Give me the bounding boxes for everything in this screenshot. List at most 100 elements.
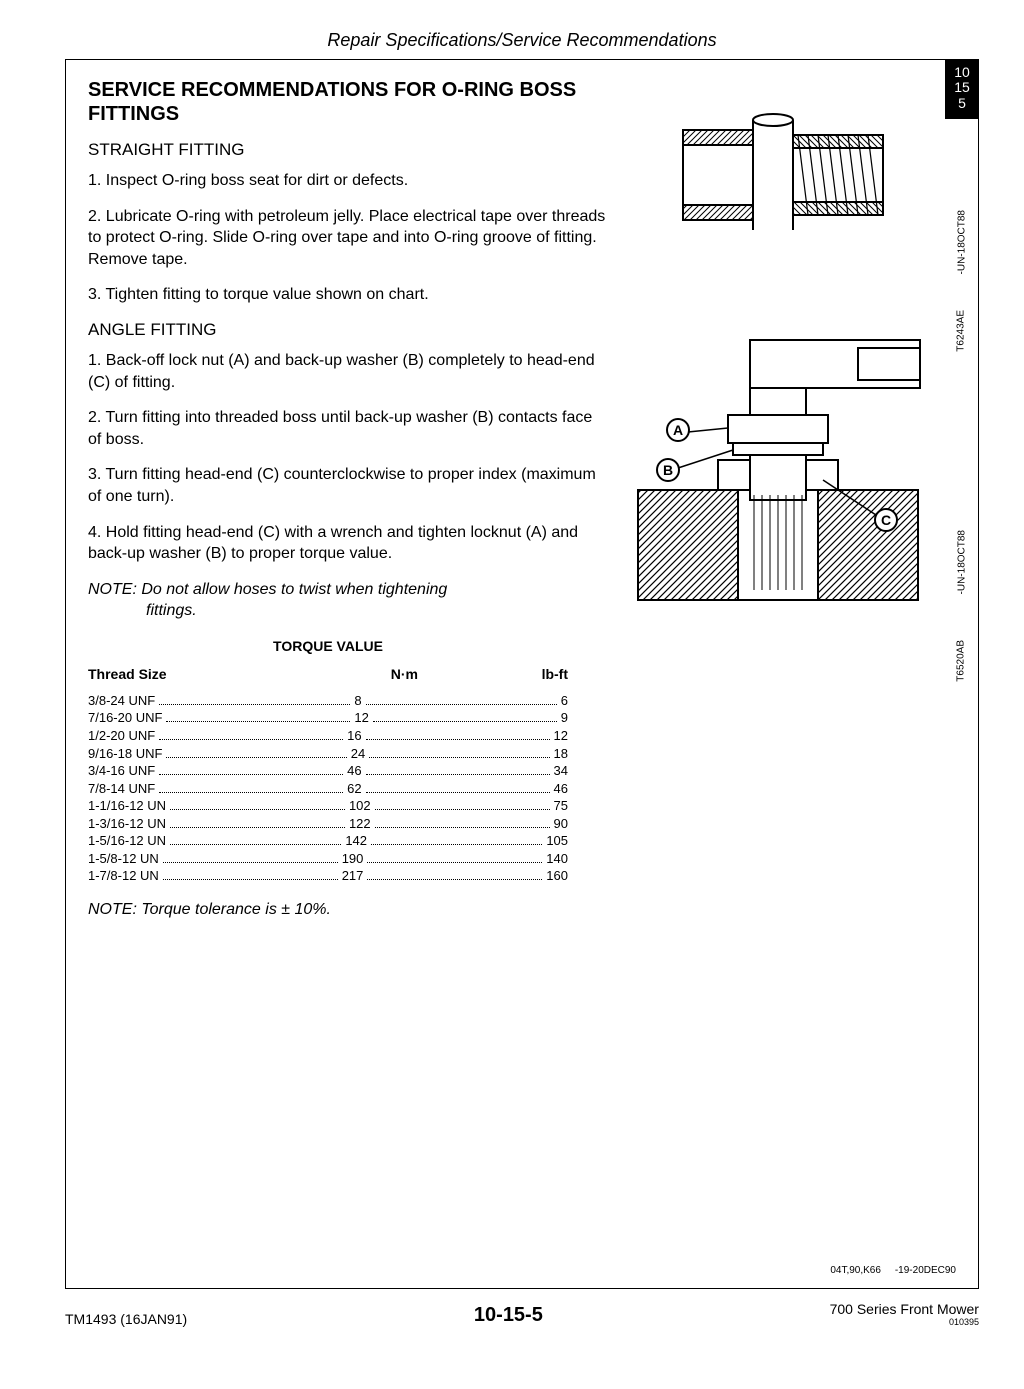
torque-row: 1-7/8-12 UN 217 160 <box>88 867 568 885</box>
lbft-value: 46 <box>554 780 568 798</box>
straight-p1: 1. Inspect O-ring boss seat for dirt or … <box>88 170 608 192</box>
dots <box>371 844 542 845</box>
nm-value: 8 <box>354 692 361 710</box>
lbft-value: 34 <box>554 762 568 780</box>
straight-p2: 2. Lubricate O-ring with petroleum jelly… <box>88 206 608 271</box>
angle-p2: 2. Turn fitting into threaded boss until… <box>88 407 608 450</box>
lbft-value: 12 <box>554 727 568 745</box>
dots <box>366 792 550 793</box>
dots <box>166 721 350 722</box>
dots <box>375 827 550 828</box>
nm-value: 190 <box>342 850 364 868</box>
label-a: A <box>673 422 683 438</box>
dots <box>367 879 542 880</box>
nm-value: 217 <box>342 867 364 885</box>
dots <box>366 774 550 775</box>
note-1-line-2: fittings. <box>88 600 608 622</box>
dots <box>163 879 338 880</box>
footer-right-main: 700 Series Front Mower <box>830 1301 979 1317</box>
thread-size: 1/2-20 UNF <box>88 727 155 745</box>
col-thread-size: Thread Size <box>88 666 268 682</box>
thread-size: 3/4-16 UNF <box>88 762 155 780</box>
nm-value: 62 <box>347 780 361 798</box>
torque-row: 7/16-20 UNF 12 9 <box>88 709 568 727</box>
figure-straight-fitting <box>658 90 918 260</box>
torque-row: 1/2-20 UNF 16 12 <box>88 727 568 745</box>
lbft-value: 75 <box>554 797 568 815</box>
thread-size: 1-5/16-12 UN <box>88 832 166 850</box>
page-footer: TM1493 (16JAN91) 10-15-5 700 Series Fron… <box>65 1301 979 1327</box>
meta-right: -19-20DEC90 <box>895 1265 956 1276</box>
footer-right: 700 Series Front Mower 010395 <box>830 1301 979 1327</box>
straight-p3: 3. Tighten fitting to torque value shown… <box>88 284 608 306</box>
dots <box>159 774 343 775</box>
angle-p1: 1. Back-off lock nut (A) and back-up was… <box>88 350 608 393</box>
thread-size: 9/16-18 UNF <box>88 745 162 763</box>
dots <box>373 721 557 722</box>
thread-size: 1-5/8-12 UN <box>88 850 159 868</box>
lbft-value: 6 <box>561 692 568 710</box>
thread-size: 3/8-24 UNF <box>88 692 155 710</box>
nm-value: 12 <box>354 709 368 727</box>
tab-line-2: 15 <box>945 80 979 95</box>
thread-size: 7/8-14 UNF <box>88 780 155 798</box>
page-header: Repair Specifications/Service Recommenda… <box>65 30 979 51</box>
nm-value: 122 <box>349 815 371 833</box>
torque-table: 3/8-24 UNF867/16-20 UNF1291/2-20 UNF1612… <box>88 692 956 885</box>
lbft-value: 9 <box>561 709 568 727</box>
dots <box>170 809 345 810</box>
torque-header: Thread Size N·m lb-ft <box>88 666 568 682</box>
dots <box>166 757 346 758</box>
section-title: SERVICE RECOMMENDATIONS FOR O-RING BOSS … <box>88 78 608 126</box>
nm-value: 24 <box>351 745 365 763</box>
torque-row: 7/8-14 UNF 62 46 <box>88 780 568 798</box>
lbft-value: 140 <box>546 850 568 868</box>
vtext-un-1: -UN-18OCT88 <box>956 210 967 274</box>
dots <box>375 809 550 810</box>
side-tab: 10 15 5 <box>945 59 979 119</box>
thread-size: 7/16-20 UNF <box>88 709 162 727</box>
torque-row: 1-1/16-12 UN10275 <box>88 797 568 815</box>
label-c: C <box>881 512 891 528</box>
dots <box>367 862 542 863</box>
torque-row: 1-5/16-12 UN 142 105 <box>88 832 568 850</box>
angle-p4: 4. Hold fitting head-end (C) with a wren… <box>88 522 608 565</box>
tab-line-3: 5 <box>945 96 979 111</box>
dots <box>159 792 343 793</box>
torque-row: 3/8-24 UNF 8 6 <box>88 692 568 710</box>
lbft-value: 105 <box>546 832 568 850</box>
dots <box>170 844 341 845</box>
tab-line-1: 10 <box>945 65 979 80</box>
lbft-value: 18 <box>554 745 568 763</box>
dots <box>159 704 350 705</box>
dots <box>159 739 343 740</box>
torque-row: 1-3/16-12 UN 122 90 <box>88 815 568 833</box>
footer-left: TM1493 (16JAN91) <box>65 1311 187 1327</box>
note-1-line-1: NOTE: Do not allow hoses to twist when t… <box>88 581 447 598</box>
torque-row: 3/4-16 UNF4634 <box>88 762 568 780</box>
dots <box>366 739 550 740</box>
lbft-value: 90 <box>554 815 568 833</box>
nm-value: 16 <box>347 727 361 745</box>
lbft-value: 160 <box>546 867 568 885</box>
thread-size: 1-7/8-12 UN <box>88 867 159 885</box>
footer-right-small: 010395 <box>830 1317 979 1327</box>
thread-size: 1-1/16-12 UN <box>88 797 166 815</box>
nm-value: 142 <box>345 832 367 850</box>
vtext-un-2: -UN-18OCT88 <box>956 530 967 594</box>
torque-row: 1-5/8-12 UN 190 140 <box>88 850 568 868</box>
col-nm: N·m <box>268 666 418 682</box>
thread-size: 1-3/16-12 UN <box>88 815 166 833</box>
footer-page-number: 10-15-5 <box>474 1304 543 1327</box>
vtext-t6243ae: T6243AE <box>956 310 967 352</box>
footer-meta: 04T,90,K66 -19-20DEC90 <box>830 1265 956 1276</box>
angle-p3: 3. Turn fitting head-end (C) countercloc… <box>88 464 608 507</box>
page: Repair Specifications/Service Recommenda… <box>0 0 1024 1389</box>
label-b: B <box>663 462 673 478</box>
dots <box>366 704 557 705</box>
vtext-t6520ab: T6520AB <box>956 640 967 682</box>
note-2: NOTE: Torque tolerance is ± 10%. <box>88 901 956 919</box>
dots <box>163 862 338 863</box>
torque-title: TORQUE VALUE <box>88 638 568 654</box>
figure-angle-fitting: A B C <box>608 320 948 620</box>
